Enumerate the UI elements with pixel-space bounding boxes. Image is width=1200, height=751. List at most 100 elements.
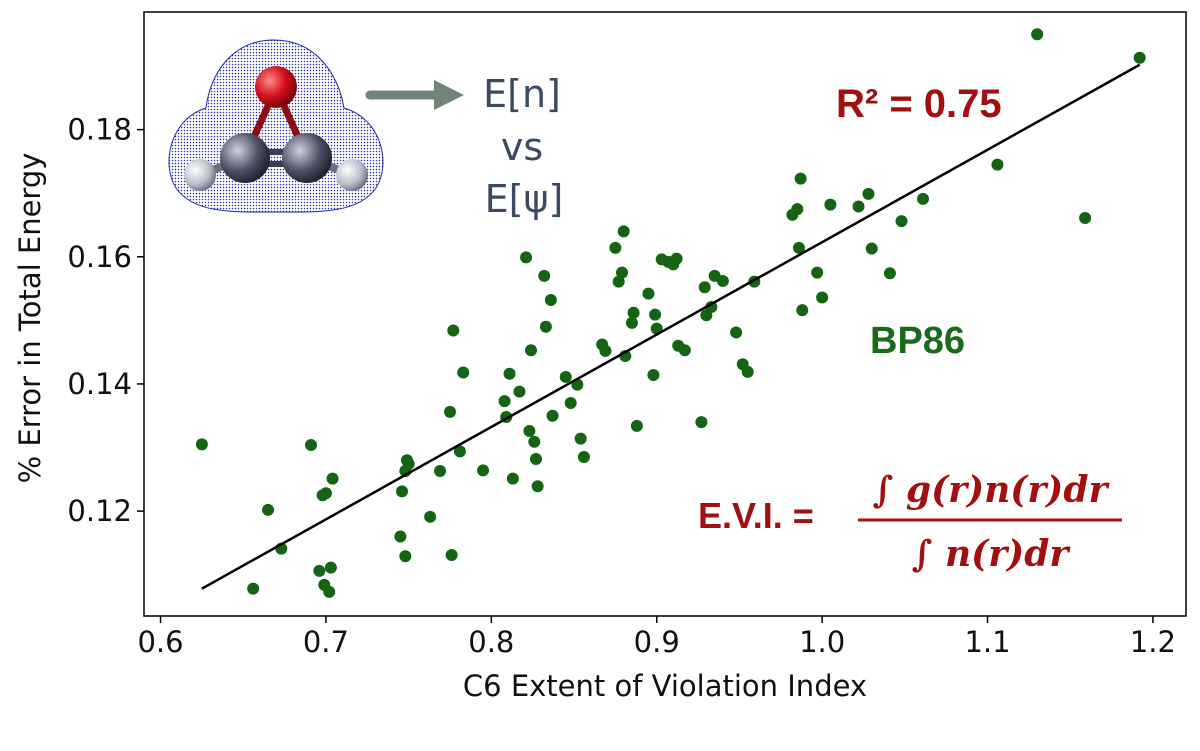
data-point xyxy=(730,326,743,339)
data-point xyxy=(794,172,807,185)
data-point xyxy=(447,324,460,337)
data-point xyxy=(670,252,683,265)
data-point xyxy=(609,241,622,254)
data-point xyxy=(852,200,865,213)
evi-lhs: E.V.I. = xyxy=(698,495,814,536)
data-point xyxy=(528,435,541,448)
y-axis: 0.12 0.14 0.16 0.18 xyxy=(67,113,144,528)
data-point xyxy=(434,465,447,478)
data-point xyxy=(559,370,572,383)
data-point xyxy=(323,585,336,598)
data-point xyxy=(247,582,260,595)
x-tick-label: 1.2 xyxy=(1130,625,1176,659)
data-point xyxy=(498,395,511,408)
data-point xyxy=(862,187,875,200)
x-tick-label: 0.8 xyxy=(468,625,514,659)
y-axis-title: % Error in Total Energy xyxy=(13,153,47,484)
data-point xyxy=(716,274,729,287)
data-point xyxy=(457,366,470,379)
x-tick-label: 1.1 xyxy=(964,625,1010,659)
data-point xyxy=(396,485,409,498)
data-point xyxy=(883,267,896,280)
data-point xyxy=(523,424,536,437)
data-point xyxy=(865,242,878,255)
data-point xyxy=(811,266,824,279)
data-point xyxy=(991,158,1004,171)
data-point xyxy=(313,564,326,577)
data-point xyxy=(394,530,407,543)
data-point xyxy=(531,480,544,493)
data-point xyxy=(630,419,643,432)
data-point xyxy=(627,306,640,319)
data-point xyxy=(529,452,542,465)
x-tick-label: 1.0 xyxy=(799,625,845,659)
hydrogen-atom-right xyxy=(336,159,368,191)
x-tick-label: 0.7 xyxy=(303,625,349,659)
data-point xyxy=(816,291,829,304)
evi-formula: E.V.I. = ∫ g(r)n(r)dr ∫ n(r)dr xyxy=(698,469,1122,575)
data-point xyxy=(513,385,526,398)
data-point xyxy=(539,320,552,333)
data-point xyxy=(577,451,590,464)
data-point xyxy=(305,438,318,451)
evi-denominator: ∫ n(r)dr xyxy=(912,533,1072,575)
data-point xyxy=(564,397,577,410)
data-point xyxy=(1079,211,1092,224)
data-point xyxy=(649,308,662,321)
data-point xyxy=(824,198,837,211)
data-point xyxy=(625,316,638,329)
label-density-functional: E[n] xyxy=(483,72,561,116)
data-point xyxy=(477,464,490,477)
data-point xyxy=(520,251,533,264)
data-point xyxy=(741,365,754,378)
data-point xyxy=(538,269,551,282)
data-point xyxy=(678,344,691,357)
data-point xyxy=(503,367,516,380)
hydrogen-atom-left xyxy=(184,159,216,191)
y-tick-label: 0.12 xyxy=(67,494,132,528)
x-tick-label: 0.9 xyxy=(634,625,680,659)
data-point xyxy=(424,510,437,523)
oxygen-atom xyxy=(255,66,297,108)
y-tick-label: 0.14 xyxy=(67,367,132,401)
data-point xyxy=(695,416,708,429)
functional-label: BP86 xyxy=(870,320,965,362)
data-point xyxy=(698,281,711,294)
carbon-atom-right xyxy=(282,133,332,183)
data-point xyxy=(796,304,809,317)
data-point xyxy=(525,344,538,357)
data-point xyxy=(617,225,630,238)
x-tick-label: 0.6 xyxy=(137,625,183,659)
data-point xyxy=(917,192,930,205)
carbon-atom-left xyxy=(220,133,270,183)
regression-line xyxy=(201,63,1141,590)
data-point xyxy=(1133,51,1146,64)
x-axis-title: C6 Extent of Violation Index xyxy=(463,669,867,703)
data-point xyxy=(445,548,458,561)
data-point xyxy=(453,445,466,458)
data-point xyxy=(791,203,804,216)
data-point xyxy=(599,344,612,357)
x-axis: 0.6 0.7 0.8 0.9 1.0 1.1 1.2 xyxy=(137,616,1176,659)
r-squared-annotation: R² = 0.75 xyxy=(836,82,1002,126)
data-point xyxy=(195,438,208,451)
data-point xyxy=(705,301,718,314)
data-point xyxy=(895,215,908,228)
data-point xyxy=(546,409,559,422)
y-tick-label: 0.18 xyxy=(67,113,132,147)
y-tick-label: 0.16 xyxy=(67,240,132,274)
data-point xyxy=(402,458,415,471)
data-point xyxy=(324,561,337,574)
arrow-icon xyxy=(365,80,464,110)
label-vs: vs xyxy=(501,125,543,169)
data-point xyxy=(262,503,275,516)
data-point xyxy=(319,487,332,500)
data-point xyxy=(544,294,557,307)
data-point xyxy=(326,472,339,485)
data-point xyxy=(506,472,519,485)
data-points xyxy=(195,28,1146,598)
plot-frame xyxy=(143,11,1187,617)
data-point xyxy=(574,432,587,445)
data-point xyxy=(399,550,412,563)
data-point xyxy=(792,241,805,254)
